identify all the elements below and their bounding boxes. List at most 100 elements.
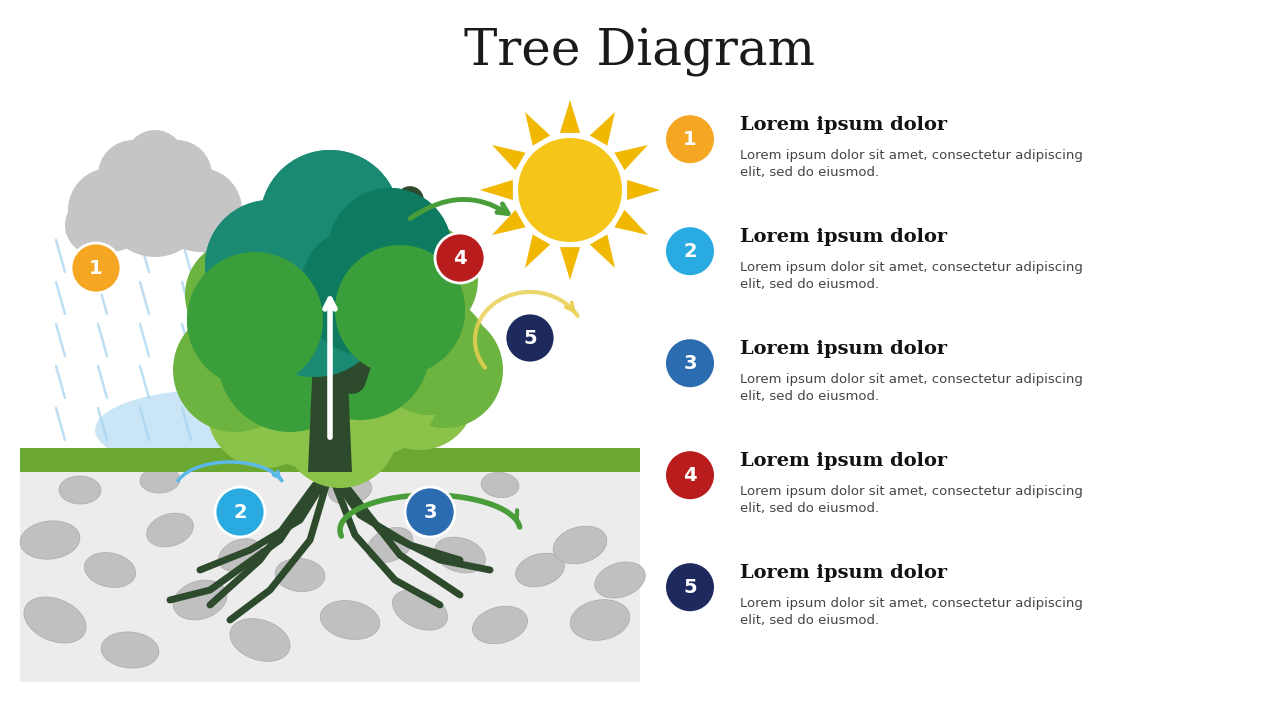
Ellipse shape bbox=[230, 618, 291, 662]
Ellipse shape bbox=[320, 600, 380, 639]
Circle shape bbox=[370, 295, 490, 415]
Circle shape bbox=[328, 188, 452, 312]
Circle shape bbox=[335, 245, 465, 375]
Circle shape bbox=[242, 332, 378, 468]
Text: Lorem ipsum dolor: Lorem ipsum dolor bbox=[740, 116, 947, 134]
Polygon shape bbox=[559, 100, 580, 133]
Circle shape bbox=[187, 252, 323, 388]
Circle shape bbox=[218, 288, 362, 432]
Circle shape bbox=[435, 233, 485, 283]
FancyBboxPatch shape bbox=[20, 472, 640, 682]
Ellipse shape bbox=[393, 590, 448, 630]
Text: Lorem ipsum dolor sit amet, consectetur adipiscing
elit, sed do eiusmod.: Lorem ipsum dolor sit amet, consectetur … bbox=[740, 373, 1083, 403]
Circle shape bbox=[65, 195, 125, 255]
Circle shape bbox=[362, 222, 477, 338]
Circle shape bbox=[99, 140, 168, 210]
Text: Lorem ipsum dolor sit amet, consectetur adipiscing
elit, sed do eiusmod.: Lorem ipsum dolor sit amet, consectetur … bbox=[740, 597, 1083, 627]
Polygon shape bbox=[525, 112, 550, 145]
Ellipse shape bbox=[173, 580, 227, 620]
Circle shape bbox=[205, 200, 335, 330]
Circle shape bbox=[207, 352, 323, 468]
Ellipse shape bbox=[147, 513, 193, 547]
Circle shape bbox=[666, 339, 714, 387]
Circle shape bbox=[387, 312, 503, 428]
Circle shape bbox=[243, 233, 387, 377]
Circle shape bbox=[273, 192, 388, 308]
Text: 5: 5 bbox=[684, 577, 696, 597]
Polygon shape bbox=[614, 210, 648, 235]
Text: 3: 3 bbox=[424, 503, 436, 521]
Polygon shape bbox=[492, 210, 526, 235]
Ellipse shape bbox=[275, 559, 325, 592]
Text: 1: 1 bbox=[684, 130, 696, 149]
Circle shape bbox=[282, 372, 398, 488]
Ellipse shape bbox=[24, 597, 86, 643]
Circle shape bbox=[291, 280, 430, 420]
Polygon shape bbox=[627, 180, 660, 200]
Text: Lorem ipsum dolor: Lorem ipsum dolor bbox=[740, 452, 947, 470]
Polygon shape bbox=[590, 112, 614, 145]
Text: Lorem ipsum dolor: Lorem ipsum dolor bbox=[740, 228, 947, 246]
Text: Lorem ipsum dolor sit amet, consectetur adipiscing
elit, sed do eiusmod.: Lorem ipsum dolor sit amet, consectetur … bbox=[740, 261, 1083, 291]
Ellipse shape bbox=[516, 553, 564, 587]
Text: 2: 2 bbox=[233, 503, 247, 521]
Ellipse shape bbox=[95, 390, 325, 470]
Ellipse shape bbox=[553, 526, 607, 564]
Circle shape bbox=[335, 245, 465, 375]
Text: 1: 1 bbox=[90, 258, 102, 277]
Text: Lorem ipsum dolor sit amet, consectetur adipiscing
elit, sed do eiusmod.: Lorem ipsum dolor sit amet, consectetur … bbox=[740, 485, 1083, 516]
Circle shape bbox=[173, 308, 297, 432]
Circle shape bbox=[310, 325, 440, 455]
Circle shape bbox=[70, 243, 122, 293]
Text: Lorem ipsum dolor sit amet, consectetur adipiscing
elit, sed do eiusmod.: Lorem ipsum dolor sit amet, consectetur … bbox=[740, 149, 1083, 179]
Circle shape bbox=[102, 153, 207, 257]
Text: 3: 3 bbox=[684, 354, 696, 373]
Ellipse shape bbox=[219, 539, 261, 571]
Circle shape bbox=[260, 150, 399, 290]
Text: 4: 4 bbox=[453, 248, 467, 268]
Text: Lorem ipsum dolor: Lorem ipsum dolor bbox=[740, 564, 947, 582]
Text: 4: 4 bbox=[684, 466, 696, 485]
Circle shape bbox=[666, 228, 714, 275]
Polygon shape bbox=[492, 145, 526, 170]
Ellipse shape bbox=[367, 528, 413, 562]
Ellipse shape bbox=[435, 537, 485, 573]
Circle shape bbox=[365, 340, 475, 450]
Ellipse shape bbox=[20, 521, 79, 559]
Polygon shape bbox=[480, 180, 513, 200]
Circle shape bbox=[186, 240, 294, 350]
Polygon shape bbox=[559, 247, 580, 280]
Circle shape bbox=[506, 313, 556, 363]
Ellipse shape bbox=[101, 632, 159, 668]
Circle shape bbox=[666, 451, 714, 499]
FancyBboxPatch shape bbox=[20, 448, 640, 472]
Circle shape bbox=[666, 115, 714, 163]
Circle shape bbox=[187, 252, 323, 388]
Circle shape bbox=[666, 563, 714, 611]
Circle shape bbox=[125, 130, 186, 190]
Ellipse shape bbox=[140, 467, 180, 493]
Ellipse shape bbox=[571, 600, 630, 640]
Circle shape bbox=[68, 168, 152, 252]
Ellipse shape bbox=[59, 476, 101, 504]
Polygon shape bbox=[308, 200, 352, 472]
Circle shape bbox=[243, 233, 387, 377]
Circle shape bbox=[205, 200, 335, 330]
Circle shape bbox=[142, 140, 212, 210]
Text: Lorem ipsum dolor: Lorem ipsum dolor bbox=[740, 340, 947, 358]
Polygon shape bbox=[590, 235, 614, 268]
Circle shape bbox=[300, 225, 430, 355]
Circle shape bbox=[260, 150, 399, 290]
Circle shape bbox=[328, 188, 452, 312]
Text: 5: 5 bbox=[524, 328, 536, 348]
Polygon shape bbox=[525, 235, 550, 268]
Ellipse shape bbox=[595, 562, 645, 598]
Circle shape bbox=[215, 487, 265, 537]
Circle shape bbox=[186, 195, 244, 255]
Ellipse shape bbox=[328, 476, 371, 504]
Circle shape bbox=[157, 168, 242, 252]
Ellipse shape bbox=[481, 472, 518, 498]
Polygon shape bbox=[614, 145, 648, 170]
Circle shape bbox=[518, 138, 622, 242]
Circle shape bbox=[300, 225, 430, 355]
